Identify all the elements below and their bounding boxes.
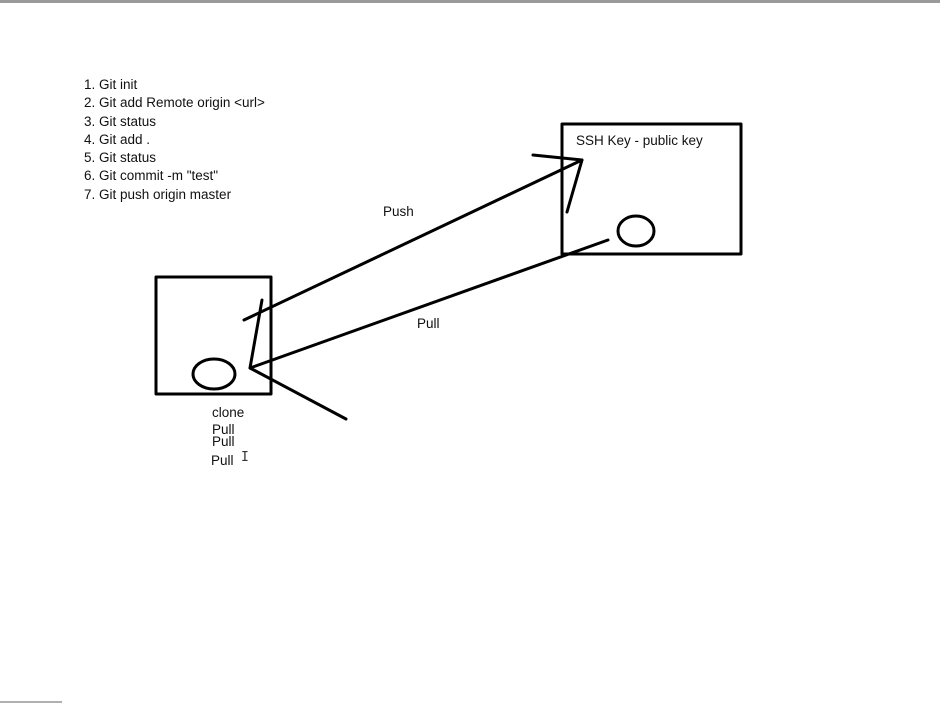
git-step: 3. Git status <box>84 113 157 129</box>
pull-note: Pull <box>212 422 235 437</box>
local-repo-box <box>154 275 273 396</box>
git-step: 7. Git push origin master <box>84 186 232 202</box>
git-step: 4. Git add . <box>84 131 151 147</box>
pull-arrowhead <box>248 298 348 421</box>
pull-note: Pull <box>212 434 235 449</box>
pull-arrow-line <box>248 238 610 370</box>
local-repo-circle <box>191 357 237 391</box>
bottom-scroll-strip <box>0 701 62 703</box>
git-step: 2. Git add Remote origin <url> <box>84 95 265 111</box>
git-step: 6. Git commit -m "test" <box>84 168 219 184</box>
window-top-border <box>0 0 940 3</box>
push-label: Push <box>383 204 414 219</box>
push-arrowhead <box>531 153 584 214</box>
pull-label: Pull <box>417 316 440 331</box>
pull-note: Pull <box>211 453 234 468</box>
remote-box-label: SSH Key - public key <box>576 133 703 148</box>
git-steps-list: 1. Git init 2. Git add Remote origin <ur… <box>84 76 265 204</box>
push-arrow-line <box>242 158 584 322</box>
remote-repo-circle <box>616 214 656 248</box>
git-step: 5. Git status <box>84 150 157 166</box>
remote-repo-box <box>560 122 743 256</box>
git-step: 1. Git init <box>84 77 138 92</box>
text-cursor-icon: I <box>241 450 249 465</box>
clone-note: clone <box>212 405 245 420</box>
